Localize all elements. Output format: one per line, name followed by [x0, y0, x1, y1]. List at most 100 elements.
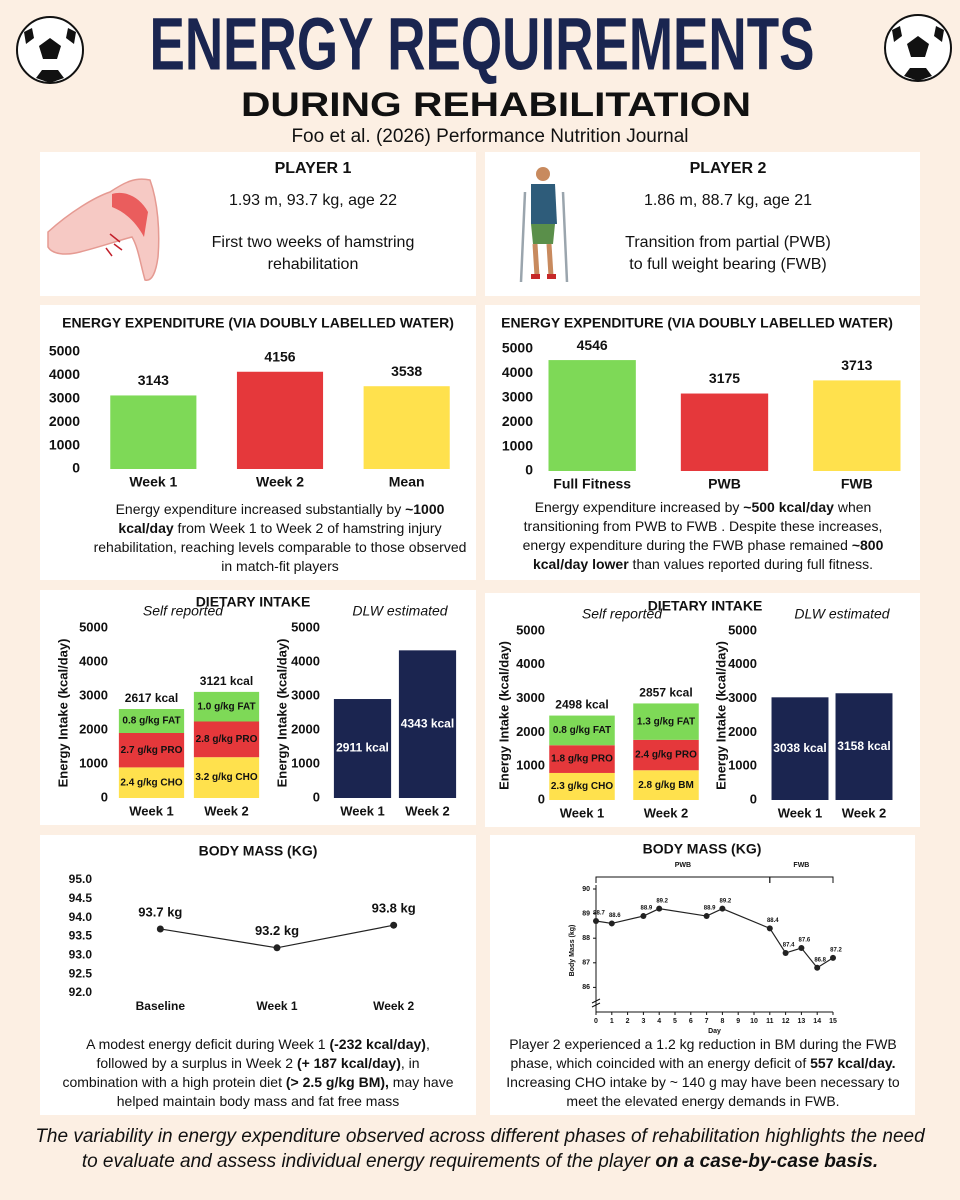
- point: [814, 964, 821, 971]
- total-label: 3121 kcal: [200, 674, 253, 688]
- y-tick-label: 2000: [49, 413, 80, 429]
- value-label: 89.2: [656, 898, 668, 904]
- x-tick-label: Week 2: [256, 474, 304, 490]
- x-tick-label: Week 1: [129, 803, 174, 818]
- chart-subtitle: DLW estimated: [794, 606, 890, 622]
- segment-label: 0.8 g/kg FAT: [553, 725, 611, 736]
- x-tick-label: 8: [720, 1018, 724, 1025]
- value-label: 4156: [264, 348, 295, 364]
- chart: ENERGY EXPENDITURE (VIA DOUBLY LABELLED …: [501, 315, 901, 492]
- text-run: , followed by a surplus in Week 2: [96, 1036, 430, 1071]
- bar-segment: [633, 770, 699, 800]
- value-label: 88.7: [593, 911, 605, 917]
- y-axis-label: Body Mass (kg): [569, 925, 576, 977]
- segment-label: 2.7 g/kg PRO: [121, 745, 183, 756]
- phase-label: FWB: [793, 862, 809, 869]
- y-tick-label: 3000: [49, 390, 80, 406]
- footer: The variability in energy expenditure ob…: [30, 1124, 930, 1174]
- y-tick-label: 4000: [79, 653, 108, 668]
- y-tick-label: 2000: [79, 721, 108, 736]
- y-tick-label: 3000: [291, 687, 320, 702]
- chart-subtitle: DLW estimated: [352, 603, 448, 619]
- point: [608, 920, 615, 927]
- value-label: 3038 kcal: [773, 741, 826, 755]
- segment-label: 1.0 g/kg FAT: [197, 701, 255, 712]
- segment-label: 1.3 g/kg FAT: [637, 716, 695, 727]
- y-tick-label: 86: [582, 984, 590, 991]
- page-title: ENERGY REQUIREMENTS: [150, 3, 815, 86]
- x-tick-label: 5: [673, 1018, 677, 1025]
- emphasis: 557 kcal/day.: [810, 1055, 896, 1071]
- y-axis-label: Energy Intake (kcal/day): [496, 641, 511, 790]
- player-description: First two weeks of hamstring rehabilitat…: [211, 234, 415, 273]
- citation: Foo et al. (2026) Performance Nutrition …: [291, 126, 688, 147]
- x-tick-label: 10: [750, 1018, 758, 1025]
- bar: [680, 393, 769, 471]
- player-info: PLAYER 2 1.86 m, 88.7 kg, age 21 Transit…: [583, 160, 873, 276]
- phase-bracket: [595, 876, 771, 883]
- y-axis-label: Energy Intake (kcal/day): [274, 639, 289, 788]
- bar-segment: [633, 739, 699, 771]
- value-label: 86.8: [814, 957, 826, 963]
- x-tick-label: 4: [657, 1018, 661, 1025]
- x-tick-label: 2: [626, 1018, 630, 1025]
- segment-label: 2.4 g/kg CHO: [120, 777, 182, 788]
- chart-subtitle: Self reported: [582, 606, 663, 622]
- x-tick-label: 1: [610, 1018, 614, 1025]
- bar-segment: [118, 767, 185, 798]
- bar-segment: [549, 745, 615, 773]
- x-tick-label: 0: [594, 1018, 598, 1025]
- x-tick-label: Full Fitness: [553, 476, 631, 492]
- x-tick-label: 15: [829, 1018, 837, 1025]
- soccer-ball: [884, 14, 952, 82]
- note: Energy expenditure increased substantial…: [90, 500, 470, 576]
- bar-segment: [118, 732, 185, 768]
- player-card: PLAYER 1 1.93 m, 93.7 kg, age 22 First t…: [40, 152, 476, 296]
- point: [830, 954, 836, 961]
- bar: [398, 650, 457, 798]
- total-label: 2857 kcal: [639, 686, 692, 700]
- bar-segment: [633, 703, 699, 740]
- chart-title: BODY MASS (KG): [199, 843, 318, 859]
- value-label: 93.7 kg: [138, 904, 182, 919]
- x-tick-label: Week 1: [340, 803, 385, 818]
- x-tick-label: Week 1: [560, 805, 605, 820]
- value-label: 4546: [577, 337, 608, 353]
- value-label: 88.9: [641, 906, 653, 912]
- chart-subtitle: Self reported: [143, 603, 224, 619]
- text-run: Energy expenditure increased substantial…: [115, 501, 406, 517]
- note: Energy expenditure increased by ~500 kca…: [503, 498, 903, 574]
- y-tick-label: 4000: [49, 366, 80, 382]
- y-tick-label: 4000: [516, 656, 545, 671]
- bar-segment: [193, 691, 260, 722]
- value-label: 87.4: [783, 943, 795, 949]
- bar: [333, 699, 392, 798]
- y-tick-label: 93.5: [69, 929, 93, 943]
- chart-card: DIETARY INTAKE Self reported Energy Intake…: [485, 593, 920, 827]
- y-tick-label: 93.0: [69, 948, 93, 962]
- value-label: 88.6: [609, 913, 621, 919]
- chart-title: BODY MASS (KG): [643, 841, 762, 857]
- y-tick-label: 90: [582, 886, 590, 893]
- y-tick-label: 5000: [291, 619, 320, 634]
- emphasis: (> 2.5 g/kg BM),: [285, 1074, 389, 1090]
- y-tick-label: 4000: [502, 364, 533, 380]
- segment-label: 2.8 g/kg BM: [638, 780, 694, 791]
- text-run: Player 2 experienced a 1.2 kg reduction …: [509, 1036, 897, 1071]
- x-tick-label: Week 1: [778, 805, 823, 820]
- bar: [771, 697, 829, 800]
- chart-card: DIETARY INTAKE Self reported Energy Intake…: [40, 590, 476, 825]
- point: [640, 913, 647, 920]
- point: [656, 905, 663, 912]
- point: [719, 905, 726, 912]
- x-tick-label: 6: [689, 1018, 693, 1025]
- bar: [548, 360, 636, 471]
- value-label: 93.2 kg: [255, 923, 299, 938]
- segment-label: 2.4 g/kg PRO: [635, 750, 697, 761]
- x-tick-label: 13: [798, 1018, 806, 1025]
- player-card: PLAYER 2 1.86 m, 88.7 kg, age 21 Transit…: [485, 152, 920, 296]
- text-run: , in combination with a high protein die…: [62, 1055, 420, 1090]
- page-subtitle: DURING REHABILITATION: [241, 86, 751, 124]
- text-run: The variability in energy expenditure ob…: [35, 1126, 925, 1172]
